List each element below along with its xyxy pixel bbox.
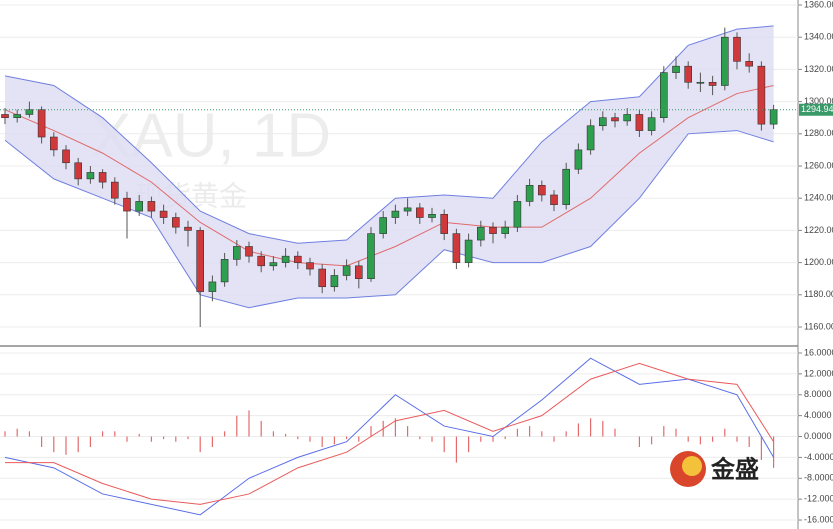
candle-body <box>635 114 644 131</box>
candle-body <box>135 201 143 212</box>
candle-body <box>733 36 741 62</box>
band-middle <box>4 85 774 267</box>
candle-body <box>208 281 217 292</box>
y-tick-label: 1340.00 <box>804 32 833 42</box>
candle-body <box>49 136 58 151</box>
candle-body <box>696 81 705 84</box>
candle-body <box>379 217 388 234</box>
y-tick-label: 1320.00 <box>804 64 833 74</box>
candle-body <box>172 217 180 228</box>
candle-body <box>476 226 485 241</box>
candle-body <box>672 65 680 73</box>
candle-body <box>147 201 156 212</box>
candle-body <box>98 172 107 183</box>
logo-text: 金盛 <box>710 455 759 483</box>
candle-body <box>647 117 656 131</box>
candle-body <box>757 65 766 125</box>
candle-body <box>220 259 229 283</box>
candle-body <box>745 61 754 67</box>
candle-body <box>111 181 119 199</box>
candle-body <box>74 162 82 180</box>
candle-body <box>62 149 70 164</box>
y-tick-label: 1300.00 <box>804 96 833 106</box>
y-tick-label: 16.0000 <box>804 347 833 357</box>
candle-body <box>525 185 534 202</box>
candle-body <box>293 255 302 263</box>
y-tick-label: 12.0000 <box>804 368 833 378</box>
candle-body <box>452 233 461 263</box>
y-tick-label: -12.0000 <box>804 494 833 504</box>
y-tick-label: 4.0000 <box>804 410 832 420</box>
candle-body <box>281 255 290 263</box>
candle-body <box>428 214 436 218</box>
candle-body <box>415 207 424 218</box>
candle-body <box>318 268 327 288</box>
candle-body <box>184 226 192 231</box>
y-tick-label: -4.0000 <box>804 452 833 462</box>
candle-body <box>159 210 168 218</box>
band-lower <box>4 130 774 309</box>
candle-body <box>342 265 351 276</box>
y-tick-label: 1360.00 <box>804 0 833 9</box>
candle-body <box>306 262 314 270</box>
dif-line <box>4 357 775 516</box>
y-tick-label: 1180.00 <box>804 289 833 299</box>
y-tick-label: 1260.00 <box>804 160 833 170</box>
candle-body <box>440 214 449 234</box>
candle-body <box>489 226 497 234</box>
candle-body <box>550 194 558 205</box>
candle-body <box>233 246 241 260</box>
y-tick-label: 1280.00 <box>804 128 833 138</box>
y-tick-label: 1220.00 <box>804 225 833 235</box>
logo-icon-inner <box>682 456 702 476</box>
candle-body <box>574 149 583 170</box>
candle-body <box>1 114 9 119</box>
candle-body <box>25 109 34 115</box>
candle-body <box>464 239 473 263</box>
dea-line <box>5 362 775 505</box>
logo: 金盛 <box>670 451 759 487</box>
band-upper <box>4 25 774 244</box>
candle-body <box>684 65 693 83</box>
candle-body <box>269 262 278 267</box>
y-tick-label: 1200.00 <box>804 257 833 267</box>
candle-body <box>330 275 339 288</box>
candle-body <box>708 81 717 86</box>
candle-body <box>562 168 571 205</box>
candle-body <box>37 109 46 138</box>
candle-body <box>367 233 375 279</box>
candle-body <box>611 117 619 122</box>
candle-body <box>391 210 400 218</box>
candle-body <box>598 117 607 127</box>
last-price-tag <box>799 103 833 116</box>
candle-body <box>513 201 522 228</box>
y-tick-label: -16.0000 <box>804 514 833 524</box>
candle-body <box>769 109 778 125</box>
candle-body <box>257 255 266 267</box>
candle-body <box>245 246 253 257</box>
candle-body <box>623 114 632 122</box>
candle-body <box>403 207 412 212</box>
y-tick-label: 0.0000 <box>804 431 832 441</box>
y-tick-label: 1240.00 <box>804 193 833 203</box>
candle-body <box>123 197 131 212</box>
candle-body <box>537 185 546 196</box>
candle-body <box>720 36 729 86</box>
candle-body <box>13 114 21 119</box>
last-price-label: 1294.94 <box>801 104 833 114</box>
y-tick-label: 8.0000 <box>804 389 832 399</box>
candle-body <box>586 125 595 151</box>
candle-body <box>501 226 510 234</box>
y-tick-label: -8.0000 <box>804 473 833 483</box>
y-tick-label: 1160.00 <box>804 321 833 331</box>
candle-body <box>86 172 95 180</box>
candle-body <box>196 230 204 292</box>
candle-body <box>659 72 668 119</box>
candle-body <box>354 265 363 280</box>
